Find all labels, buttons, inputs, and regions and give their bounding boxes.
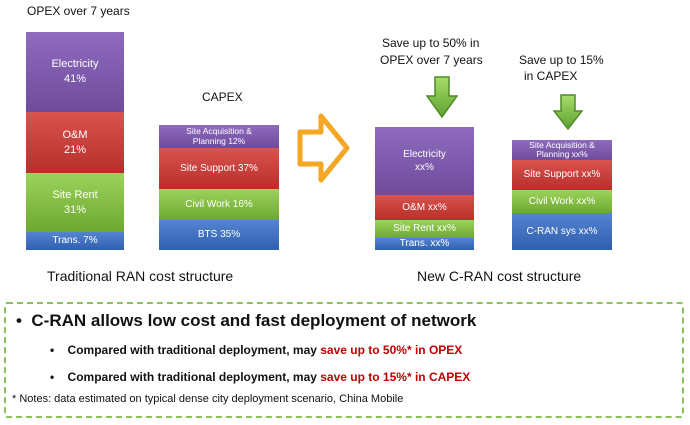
main-bullet: • C-RAN allows low cost and fast deploym…	[16, 311, 476, 331]
down-arrow-icon	[426, 76, 458, 118]
capex-bts-segment: BTS 35%	[159, 220, 279, 250]
new-opex-electricity-segment: Electricity xx%	[375, 127, 474, 195]
opex-site-rent-segment: Site Rent 31%	[26, 173, 124, 232]
new-capex-civil-work-segment: Civil Work xx%	[512, 190, 612, 213]
segment-value: xx%	[415, 162, 434, 173]
segment-label: Civil Work 16%	[185, 198, 253, 210]
new-caption: New C-RAN cost structure	[417, 268, 582, 284]
save-opex-line1: Save up to 50% in	[382, 36, 480, 50]
capex-site-support-segment: Site Support 37%	[159, 148, 279, 189]
segment-value: 31%	[63, 203, 87, 216]
new-capex-stack: Site Acquisition & Planning xx% Site Sup…	[512, 140, 612, 250]
opex-trans-segment: Trans. 7%	[26, 232, 124, 250]
segment-label: Site Rent xx%	[393, 223, 456, 235]
new-opex-site-rent-segment: Site Rent xx%	[375, 220, 474, 238]
segment-label: C-RAN sys xx%	[526, 225, 598, 237]
segment-label: Trans. xx%	[399, 238, 450, 250]
transition-arrow-icon	[297, 113, 350, 183]
new-opex-om-segment: O&M xx%	[375, 195, 474, 220]
segment-label: Site Support 37%	[180, 162, 258, 174]
new-opex-stack: Electricity xx% O&M xx% Site Rent xx% Tr…	[375, 127, 474, 250]
capex-site-acquisition-segment: Site Acquisition & Planning 12%	[159, 125, 279, 148]
opex-electricity-segment: Electricity 41%	[26, 32, 124, 112]
segment-value: 21%	[63, 143, 87, 156]
segment-label: Trans. 7%	[52, 235, 98, 247]
sub-bullet-opex: • Compared with traditional deployment, …	[50, 343, 462, 357]
capex-civil-work-segment: Civil Work 16%	[159, 189, 279, 220]
sub-bullet-text: Compared with traditional deployment, ma…	[67, 343, 321, 357]
segment-label: Electricity	[403, 148, 446, 160]
new-opex-trans-segment: Trans. xx%	[375, 238, 474, 250]
opex-title: OPEX over 7 years	[27, 4, 130, 18]
footnote: * Notes: data estimated on typical dense…	[12, 393, 404, 405]
main-bullet-text: C-RAN allows low cost and fast deploymen…	[31, 311, 477, 330]
save-capex-line1: Save up to 15%	[519, 53, 604, 67]
save-opex-line2: OPEX over 7 years	[380, 53, 483, 67]
bullet-icon: •	[50, 370, 68, 384]
bullet-icon: •	[16, 311, 32, 330]
sub-bullet-highlight: save up to 15%* in CAPEX	[320, 370, 471, 384]
segment-value: Planning xx%	[536, 149, 588, 159]
opex-om-segment: O&M 21%	[26, 112, 124, 173]
traditional-opex-stack: Electricity 41% O&M 21% Site Rent 31% Tr…	[26, 32, 124, 250]
segment-label: Site Rent	[52, 188, 98, 201]
sub-bullet-highlight: save up to 50%* in OPEX	[320, 343, 463, 357]
sub-bullet-capex: • Compared with traditional deployment, …	[50, 370, 470, 384]
new-capex-cran-sys-segment: C-RAN sys xx%	[512, 213, 612, 250]
notes-box	[4, 302, 684, 418]
segment-value: Planning 12%	[192, 135, 246, 146]
bullet-icon: •	[50, 343, 68, 357]
segment-label: Civil Work xx%	[528, 195, 596, 207]
segment-label: Site Acquisition &	[186, 126, 252, 137]
segment-label: Site Acquisition &	[529, 139, 595, 150]
segment-value: 41%	[63, 73, 87, 85]
new-capex-site-acquisition-segment: Site Acquisition & Planning xx%	[512, 140, 612, 160]
segment-label: O&M	[62, 128, 88, 141]
segment-label: O&M xx%	[402, 201, 447, 213]
capex-title: CAPEX	[202, 90, 243, 104]
traditional-capex-stack: Site Acquisition & Planning 12% Site Sup…	[159, 125, 279, 250]
down-arrow-icon	[553, 94, 583, 130]
new-capex-site-support-segment: Site Support xx%	[512, 160, 612, 190]
save-capex-line2: in CAPEX	[524, 69, 578, 83]
traditional-caption: Traditional RAN cost structure	[47, 268, 234, 284]
segment-label: BTS 35%	[197, 229, 241, 241]
sub-bullet-text: Compared with traditional deployment, ma…	[67, 370, 321, 384]
segment-label: Site Support xx%	[523, 169, 601, 181]
segment-label: Electricity	[51, 58, 99, 71]
